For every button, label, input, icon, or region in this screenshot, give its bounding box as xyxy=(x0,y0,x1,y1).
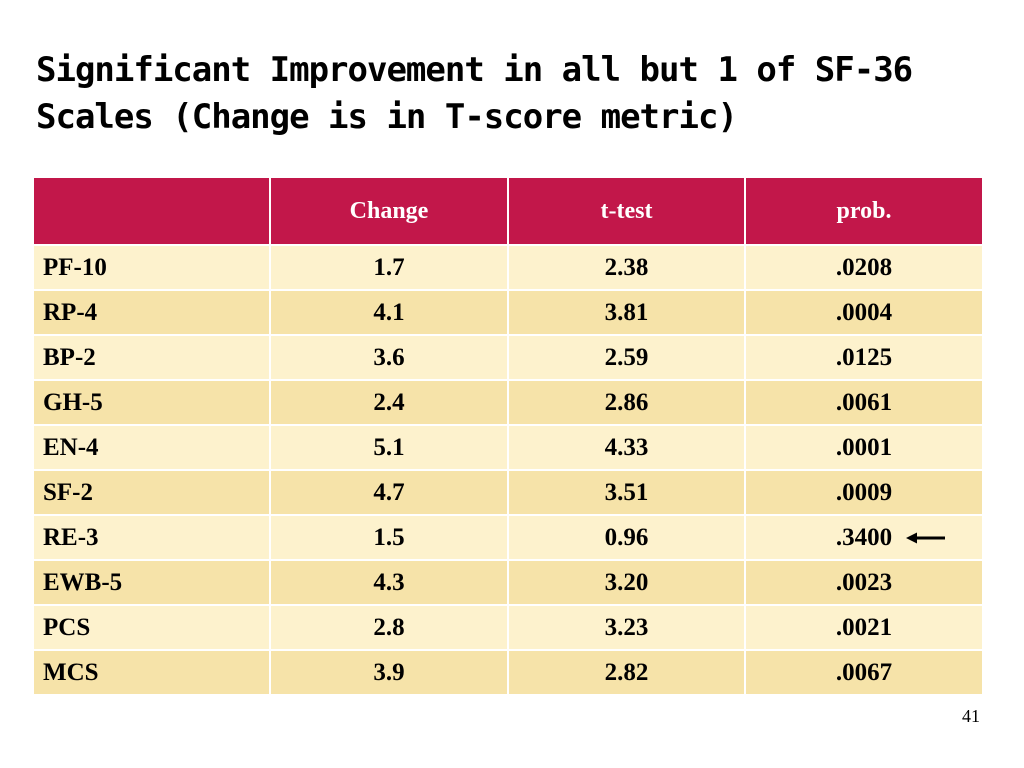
scale-cell: SF-2 xyxy=(32,469,271,516)
left-arrow-icon xyxy=(906,532,946,543)
table-row: PF-10 1.7 2.38 .0208 xyxy=(32,244,984,291)
t-test-cell: 3.20 xyxy=(507,559,746,606)
scale-cell: RE-3 xyxy=(32,514,271,561)
table-row: GH-5 2.4 2.86 .0061 xyxy=(32,379,984,426)
t-test-cell: 0.96 xyxy=(507,514,746,561)
scale-cell: EWB-5 xyxy=(32,559,271,606)
page-number: 41 xyxy=(962,706,980,726)
t-test-cell: 2.86 xyxy=(507,379,746,426)
scale-cell: RP-4 xyxy=(32,289,271,336)
change-cell: 5.1 xyxy=(269,424,509,471)
change-cell: 3.9 xyxy=(269,649,509,696)
scale-cell: BP-2 xyxy=(32,334,271,381)
t-test-cell: 3.23 xyxy=(507,604,746,651)
slide-title: Significant Improvement in all but 1 of … xyxy=(36,47,996,141)
change-cell: 3.6 xyxy=(269,334,509,381)
table-row: RP-4 4.1 3.81 .0004 xyxy=(32,289,984,336)
prob-value-wrap: .3400 xyxy=(835,523,946,552)
change-cell: 1.7 xyxy=(269,244,509,291)
table-row: EN-4 5.1 4.33 .0001 xyxy=(32,424,984,471)
table-header-row: Change t-test prob. xyxy=(32,176,984,246)
prob-cell: .0004 xyxy=(744,289,984,336)
prob-cell: .0023 xyxy=(744,559,984,606)
table-row: PCS 2.8 3.23 .0021 xyxy=(32,604,984,651)
table-row: EWB-5 4.3 3.20 .0023 xyxy=(32,559,984,606)
header-scale xyxy=(32,176,271,246)
change-cell: 4.1 xyxy=(269,289,509,336)
t-test-cell: 3.51 xyxy=(507,469,746,516)
title-line-2: Scales (Change is in T-score metric) xyxy=(36,97,738,137)
change-cell: 1.5 xyxy=(269,514,509,561)
change-cell: 2.8 xyxy=(269,604,509,651)
prob-cell: .0125 xyxy=(744,334,984,381)
t-test-cell: 3.81 xyxy=(507,289,746,336)
change-cell: 4.3 xyxy=(269,559,509,606)
scale-cell: GH-5 xyxy=(32,379,271,426)
t-test-cell: 2.82 xyxy=(507,649,746,696)
header-t-test: t-test xyxy=(507,176,746,246)
prob-value: .3400 xyxy=(835,523,893,551)
t-test-cell: 4.33 xyxy=(507,424,746,471)
header-prob: prob. xyxy=(744,176,984,246)
change-cell: 2.4 xyxy=(269,379,509,426)
scale-cell: PF-10 xyxy=(32,244,271,291)
prob-cell: .0208 xyxy=(744,244,984,291)
t-test-cell: 2.38 xyxy=(507,244,746,291)
header-change: Change xyxy=(269,176,509,246)
table-row: BP-2 3.6 2.59 .0125 xyxy=(32,334,984,381)
table-row: SF-2 4.7 3.51 .0009 xyxy=(32,469,984,516)
sf36-results-table: Change t-test prob. PF-10 1.7 2.38 .0208… xyxy=(32,176,984,696)
prob-cell: .0061 xyxy=(744,379,984,426)
table-row: MCS 3.9 2.82 .0067 xyxy=(32,649,984,696)
title-line-1: Significant Improvement in all but 1 of … xyxy=(36,50,913,90)
prob-cell: .3400 xyxy=(744,514,984,561)
scale-cell: PCS xyxy=(32,604,271,651)
table-row-highlighted: RE-3 1.5 0.96 .3400 xyxy=(32,514,984,561)
change-cell: 4.7 xyxy=(269,469,509,516)
scale-cell: MCS xyxy=(32,649,271,696)
t-test-cell: 2.59 xyxy=(507,334,746,381)
prob-cell: .0067 xyxy=(744,649,984,696)
prob-cell: .0009 xyxy=(744,469,984,516)
prob-cell: .0021 xyxy=(744,604,984,651)
scale-cell: EN-4 xyxy=(32,424,271,471)
prob-cell: .0001 xyxy=(744,424,984,471)
